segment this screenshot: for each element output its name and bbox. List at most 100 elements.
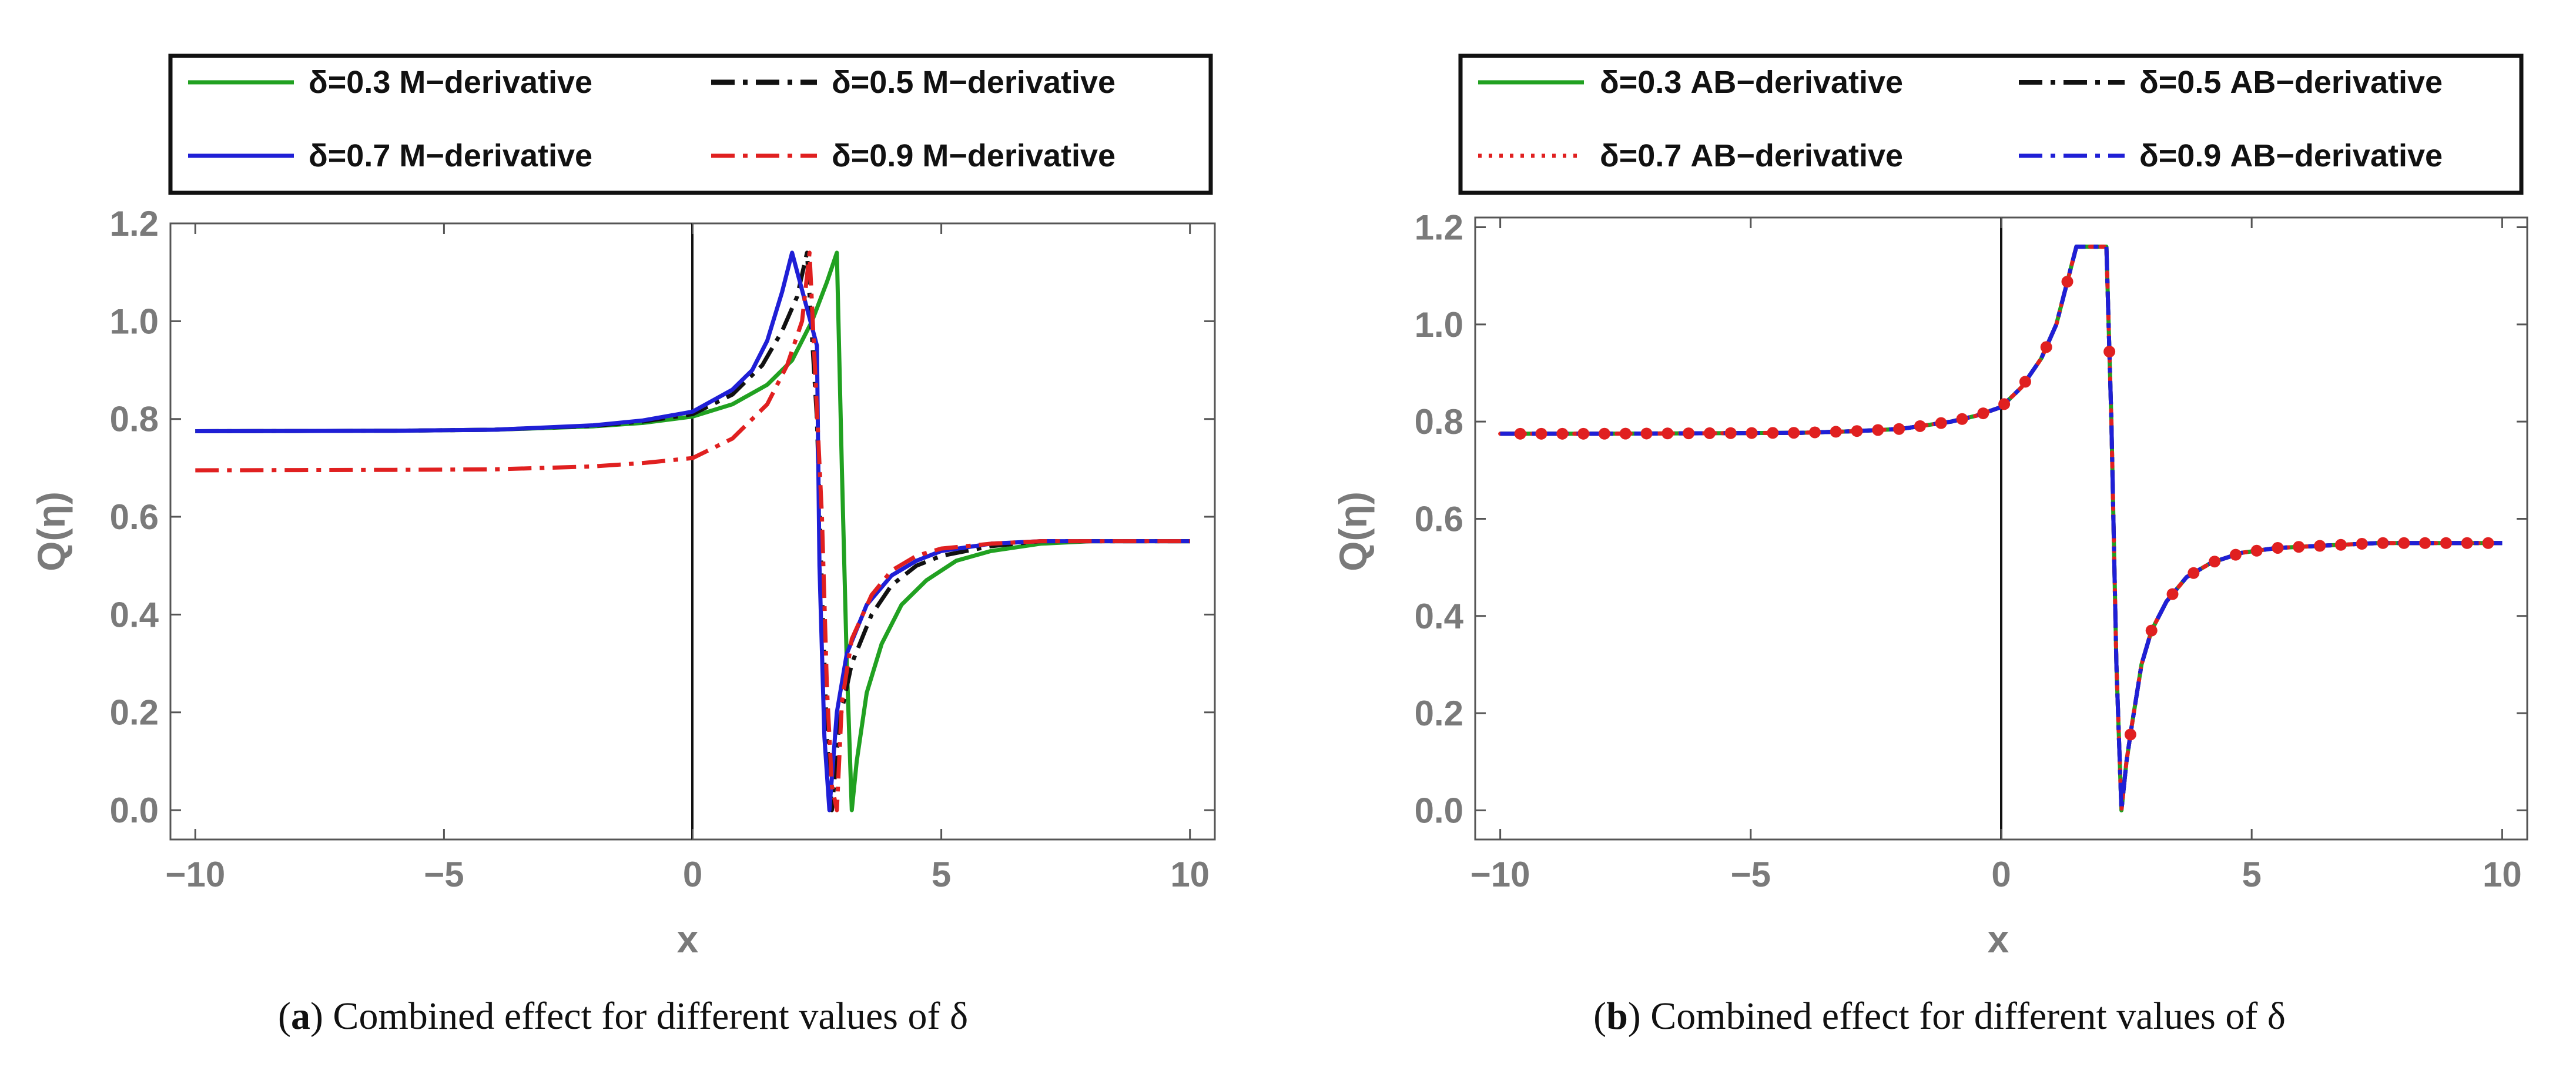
series-marker-b-33 [2229, 548, 2242, 561]
series-marker-b-17 [1872, 424, 1884, 436]
series-marker-b-28 [2124, 728, 2136, 741]
series-marker-b-10 [1724, 427, 1737, 439]
series-marker-b-20 [1935, 417, 1947, 429]
series-marker-b-16 [1851, 425, 1863, 437]
xlabel-b: x [1988, 917, 2009, 961]
ytick-label-a-0: 0.0 [110, 791, 159, 830]
series-line-b-3 [1500, 245, 2503, 812]
series-marker-b-6 [1640, 427, 1653, 440]
caption-a-label: a [291, 995, 310, 1038]
series-marker-b-8 [1683, 427, 1695, 440]
legend-a: δ=0.3 M−derivative δ=0.5 M−derivative δ=… [168, 53, 1213, 195]
series-marker-b-34 [2250, 544, 2263, 557]
series-marker-b-0 [1514, 427, 1526, 440]
xtick-label-b-2: 0 [1991, 855, 2011, 894]
series-marker-b-38 [2334, 538, 2347, 551]
xtick-label-b-4: 10 [2483, 855, 2522, 894]
series-line-a-2 [195, 250, 1190, 812]
xtick-label-a-1: −5 [424, 855, 464, 894]
legend-a-item-2: δ=0.7 M−derivative [188, 138, 592, 173]
series-marker-b-12 [1767, 427, 1779, 439]
series-a [195, 250, 1190, 812]
legend-b-label-1: δ=0.5 AB−derivative [2139, 65, 2443, 100]
ytick-label-a-6: 1.2 [110, 204, 159, 243]
ytick-label-a-4: 0.8 [110, 400, 159, 439]
panel-b: δ=0.3 AB−derivative δ=0.5 AB−derivative … [1331, 53, 2528, 1038]
series-line-a-3 [195, 250, 1190, 812]
series-marker-b-21 [1956, 413, 1968, 425]
series-marker-b-29 [2145, 624, 2158, 637]
legend-a-box [168, 53, 1213, 195]
series-marker-b-3 [1577, 427, 1590, 440]
ytick-label-b-5: 1.0 [1415, 305, 1463, 344]
legend-a-label-0: δ=0.3 M−derivative [309, 65, 592, 100]
ytick-label-a-1: 0.2 [110, 693, 159, 733]
series-marker-b-5 [1619, 427, 1632, 440]
series-marker-b-14 [1808, 426, 1821, 439]
ticks-b: −10 −5 0 5 10 0.0 0.2 0.4 0.6 0.8 1.0 1.2 [1415, 208, 2527, 894]
xtick-label-a-0: −10 [165, 855, 225, 894]
xtick-label-b-1: −5 [1731, 855, 1771, 894]
series-marker-b-13 [1788, 427, 1800, 439]
ytick-label-b-6: 1.2 [1415, 208, 1463, 247]
series-marker-b-1 [1535, 427, 1547, 440]
series-marker-b-22 [1977, 407, 1989, 420]
ticks-a: −10 −5 0 5 10 0.0 0.2 0.4 0.6 0.8 1.0 1.2 [110, 204, 1215, 894]
legend-b-label-0: δ=0.3 AB−derivative [1600, 65, 1903, 100]
ylabel-b: Q(η) [1331, 491, 1375, 571]
xtick-label-a-4: 10 [1170, 855, 1210, 894]
series-marker-b-26 [2061, 276, 2073, 288]
legend-b-item-1: δ=0.5 AB−derivative [2019, 65, 2443, 100]
series-marker-b-25 [2040, 341, 2052, 353]
series-marker-b-18 [1893, 423, 1905, 435]
caption-b: (b) Combined effect for different values… [1593, 995, 2286, 1038]
legend-a-label-3: δ=0.9 M−derivative [832, 138, 1116, 173]
legend-a-label-2: δ=0.7 M−derivative [309, 138, 592, 173]
legend-b-item-3: δ=0.9 AB−derivative [2019, 138, 2443, 173]
series-marker-b-45 [2482, 537, 2494, 549]
legend-a-item-0: δ=0.3 M−derivative [188, 65, 592, 100]
series-marker-b-2 [1556, 427, 1569, 440]
series-marker-b-36 [2293, 541, 2305, 553]
series-marker-b-7 [1661, 427, 1674, 440]
xlabel-a: x [677, 917, 699, 961]
series-marker-b-43 [2440, 537, 2452, 549]
series-marker-b-44 [2461, 537, 2473, 549]
caption-a-text: Combined effect for different values of … [333, 995, 968, 1038]
panel-a: δ=0.3 M−derivative δ=0.5 M−derivative δ=… [29, 53, 1216, 1038]
series-marker-b-24 [2019, 376, 2031, 388]
series-marker-b-42 [2419, 537, 2431, 549]
xtick-label-b-0: −10 [1470, 855, 1530, 894]
ytick-label-a-5: 1.0 [110, 302, 159, 341]
series-marker-b-11 [1746, 427, 1758, 439]
series-marker-b-23 [1998, 398, 2011, 410]
ytick-label-b-2: 0.4 [1415, 597, 1464, 636]
series-marker-b-35 [2272, 541, 2284, 554]
series-marker-b-32 [2209, 556, 2221, 568]
legend-a-label-1: δ=0.5 M−derivative [832, 65, 1116, 100]
ytick-label-a-3: 0.6 [110, 497, 159, 537]
series-marker-b-19 [1914, 420, 1926, 432]
series-marker-b-27 [2103, 346, 2116, 358]
legend-a-item-3: δ=0.9 M−derivative [711, 138, 1116, 173]
xtick-label-a-3: 5 [932, 855, 951, 894]
ylabel-a: Q(η) [29, 491, 73, 571]
legend-b-item-0: δ=0.3 AB−derivative [1478, 65, 1903, 100]
series-marker-b-37 [2314, 540, 2326, 552]
series-marker-b-15 [1830, 426, 1842, 438]
series-marker-b-39 [2356, 538, 2368, 550]
caption-b-label: b [1606, 995, 1628, 1038]
caption-b-text: Combined effect for different values of … [1650, 995, 2286, 1038]
legend-b-item-2: δ=0.7 AB−derivative [1478, 138, 1903, 173]
ytick-label-b-3: 0.6 [1415, 499, 1463, 538]
caption-a: (a) Combined effect for different values… [278, 995, 968, 1038]
series-marker-b-9 [1703, 427, 1716, 439]
ytick-label-a-2: 0.4 [110, 595, 159, 634]
series-marker-b-40 [2377, 537, 2389, 549]
xtick-label-b-3: 5 [2242, 855, 2262, 894]
legend-b-label-3: δ=0.9 AB−derivative [2139, 138, 2443, 173]
legend-b: δ=0.3 AB−derivative δ=0.5 AB−derivative … [1458, 53, 2524, 195]
legend-a-item-1: δ=0.5 M−derivative [711, 65, 1116, 100]
legend-b-label-2: δ=0.7 AB−derivative [1600, 138, 1903, 173]
